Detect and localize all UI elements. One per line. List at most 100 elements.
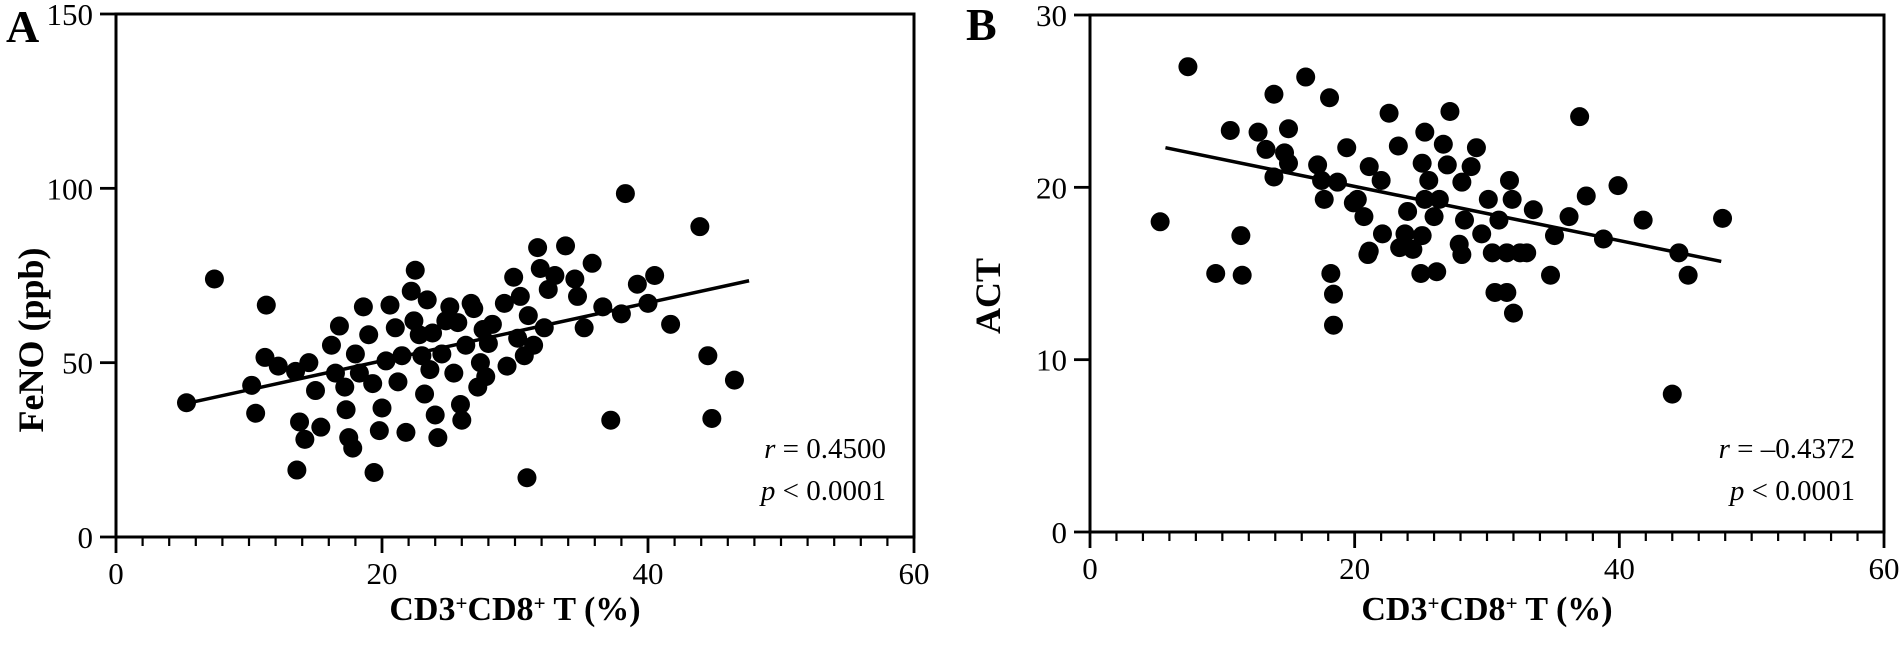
data-point [444,363,464,383]
data-point [517,468,537,488]
data-point [420,360,440,380]
data-point [1499,170,1519,190]
scatter-points [1150,57,1733,404]
r-symbol: r [1718,433,1730,465]
y-tick-label: 50 [62,346,93,381]
data-point [1308,155,1328,175]
data-point [504,267,524,287]
x-tick-label: 20 [1339,551,1370,586]
data-point [1415,122,1435,142]
y-tick-label: 100 [47,171,94,206]
data-point [1570,107,1590,127]
x-axis-minor-ticks [1115,532,1859,541]
x-tick-label: 20 [367,556,398,591]
data-point [321,335,341,355]
data-point [359,325,379,345]
data-point [1461,157,1481,177]
data-point [345,344,365,364]
data-point [1424,207,1444,227]
data-point [1466,138,1486,158]
data-point [702,408,722,428]
p-value-line: p < 0.0001 [761,470,886,512]
y-axis-ticks: 0 10 20 30 [1036,0,1090,550]
y-axis-ticks: 0 50 100 150 [47,0,116,555]
data-point [1678,265,1698,285]
data-point [1544,226,1564,246]
x-axis-title-part: CD3 [1361,591,1428,628]
y-tick-label: 10 [1036,343,1067,378]
data-point [698,346,718,366]
data-point [452,410,472,430]
r-symbol: r [764,433,776,465]
data-point [497,356,517,376]
data-point [1608,176,1628,196]
x-axis-title-part: CD3 [389,591,456,628]
data-point [627,274,647,294]
p-value: < 0.0001 [1744,475,1855,507]
data-point [1576,186,1596,206]
y-tick-label: 150 [47,0,94,32]
data-point [1437,155,1457,175]
y-axis-title-feno: FeNO (ppb) [11,247,51,433]
data-point [582,253,602,273]
x-axis-title-b: CD3+CD8+ T (%) [1361,591,1612,629]
r-value-line: r = 0.4500 [761,428,886,470]
data-point [369,421,389,441]
data-point [1452,172,1472,192]
data-point [1379,103,1399,123]
data-point [1279,119,1298,139]
data-point [388,372,408,392]
x-tick-label: 60 [899,556,930,591]
data-point [574,318,594,338]
data-point [510,286,530,306]
x-tick-label: 40 [1604,551,1635,586]
data-point [1472,224,1492,244]
panel-a: 0 20 40 60 0 50 100 150 [47,0,930,591]
data-point [299,353,319,373]
panel-b-label: B [966,0,997,50]
data-point [476,367,496,387]
data-point [295,429,315,449]
data-point [1314,189,1334,209]
p-value: < 0.0001 [775,475,886,507]
data-point [1296,67,1316,87]
data-point [428,428,448,448]
data-point [1323,315,1343,335]
data-point [528,238,548,258]
data-point [1231,226,1251,246]
data-point [311,417,331,437]
data-point [1178,57,1198,77]
superscript-plus: + [1505,591,1518,615]
y-tick-label: 20 [1036,170,1067,205]
data-point [1388,136,1408,156]
data-point [246,403,266,423]
regression-line [1165,145,1722,264]
data-point [530,259,550,279]
data-point [690,217,710,237]
x-axis-title-part: T (%) [1517,591,1613,628]
data-point [1452,245,1472,265]
data-point [1503,303,1523,323]
data-point [417,290,437,310]
data-point [568,286,588,306]
data-point [482,314,502,334]
regression-line [186,279,750,406]
r-value: = 0.4500 [775,433,886,465]
data-point [1455,210,1475,230]
data-point [1517,243,1537,263]
data-point [372,398,392,418]
p-symbol: p [1729,475,1745,507]
data-point [1662,384,1682,404]
data-point [545,266,565,285]
data-point [464,299,484,319]
data-point [1359,241,1379,261]
data-point [1440,102,1460,122]
y-axis-title-act: ACT [968,257,1008,335]
data-point [1150,212,1170,232]
data-point [1372,224,1392,244]
data-point [1347,189,1367,209]
data-point [336,400,356,420]
data-point [329,316,349,336]
y-tick-label: 30 [1036,0,1067,33]
